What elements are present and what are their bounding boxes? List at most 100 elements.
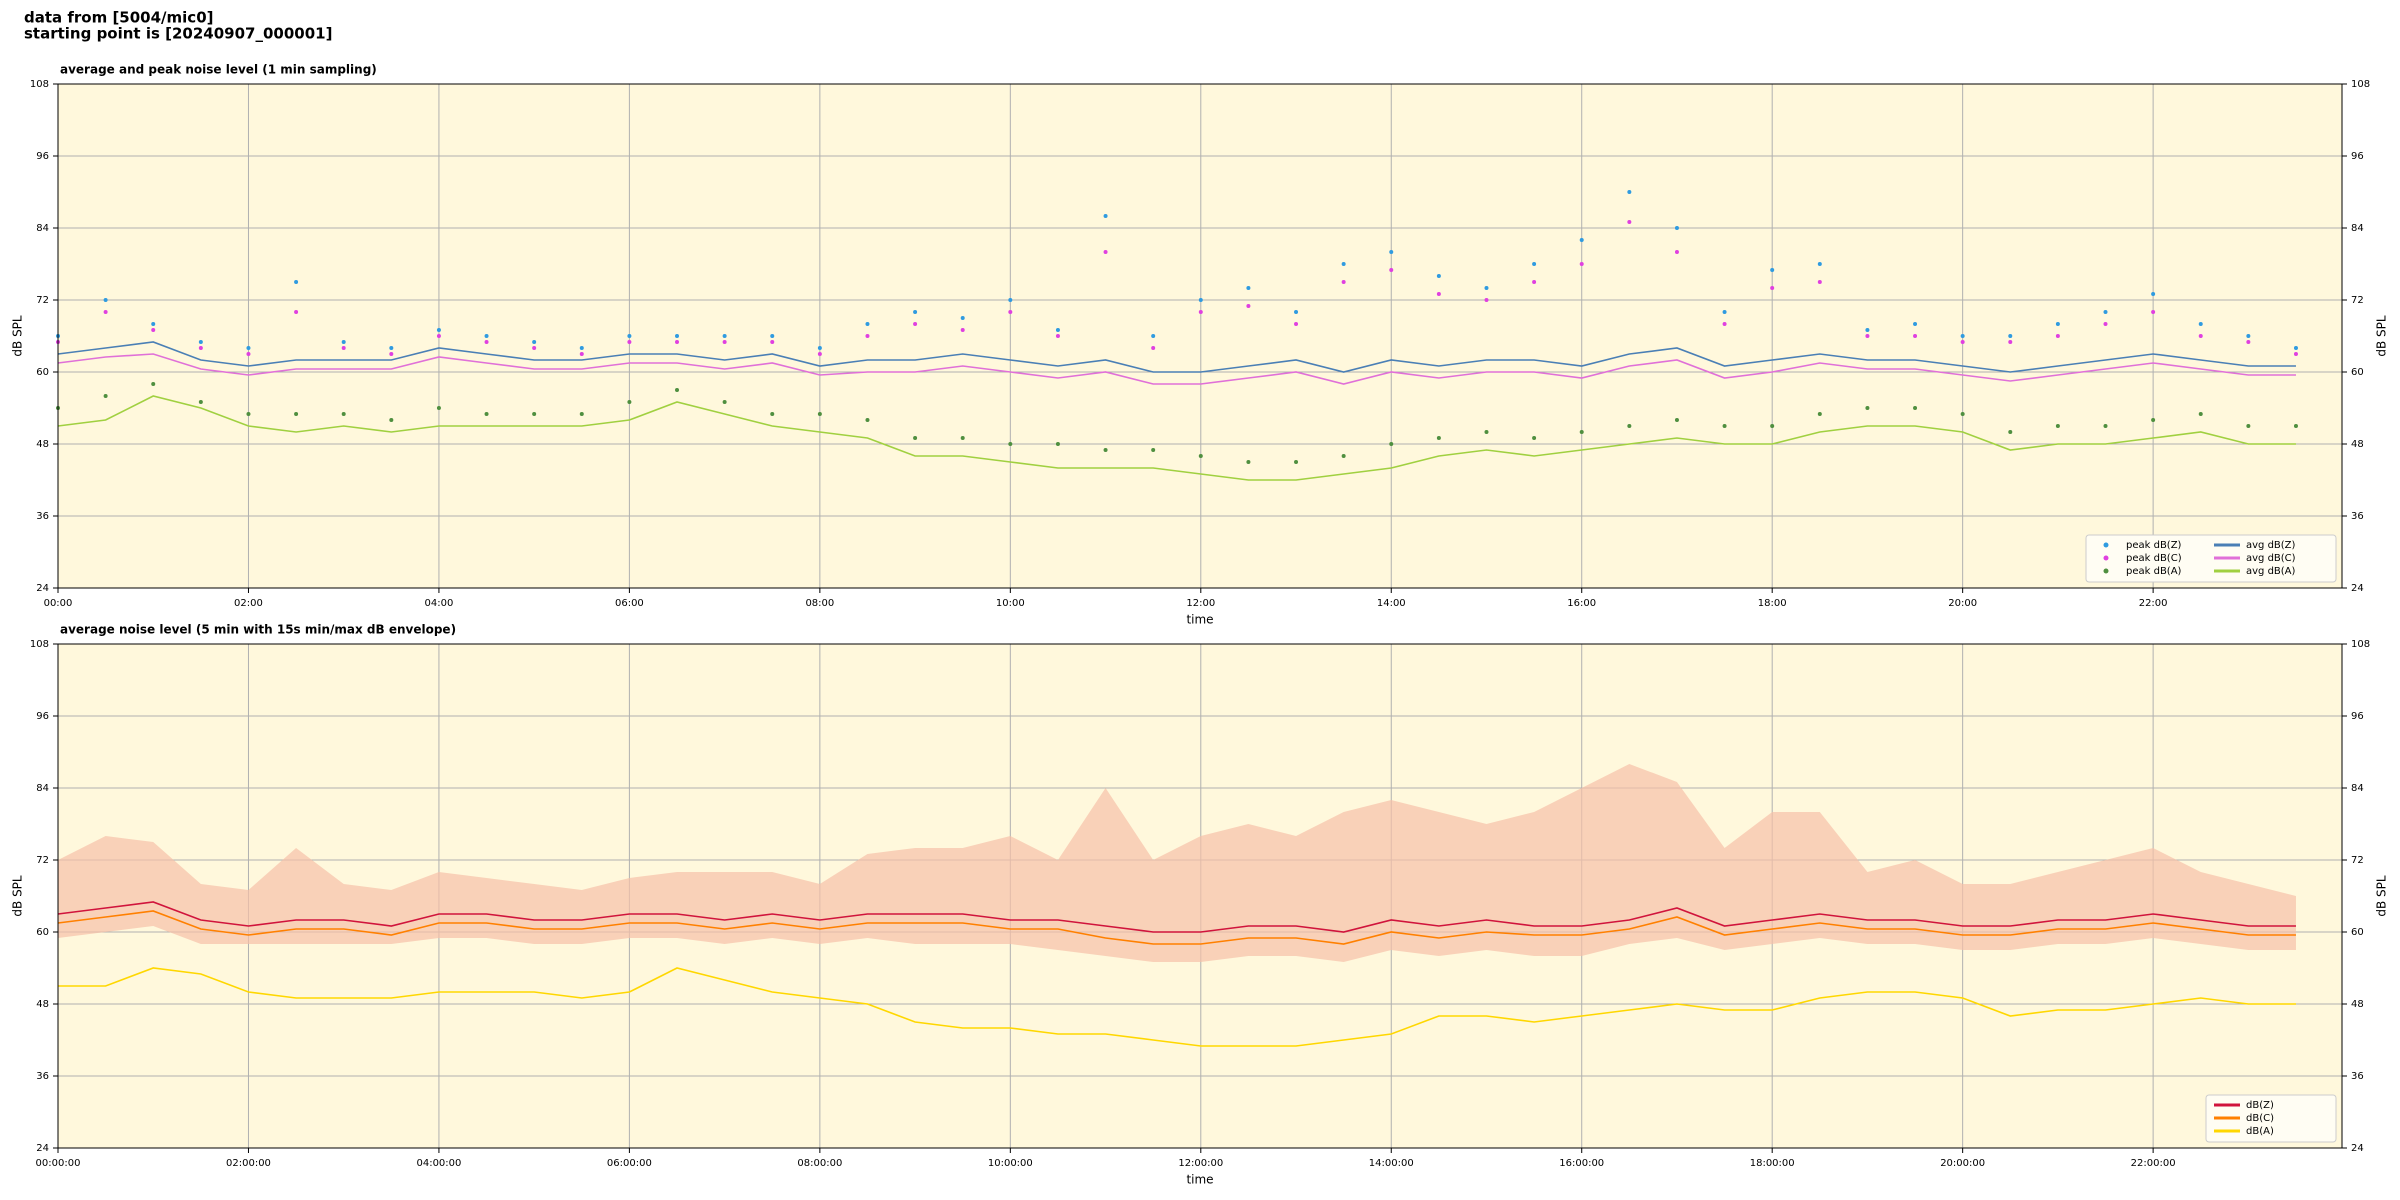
peak-dot	[2055, 424, 2060, 428]
peak-dot	[294, 412, 299, 416]
y-tick-label: 36	[36, 511, 49, 522]
peak-dot	[722, 340, 727, 344]
peak-dot	[389, 346, 394, 350]
x-tick-label: 18:00:00	[1750, 1158, 1795, 1169]
peak-dot	[1008, 310, 1013, 314]
x-tick-label: 08:00:00	[797, 1158, 842, 1169]
peak-dot	[436, 406, 441, 410]
peak-dot	[2293, 346, 2298, 350]
peak-dot	[1484, 286, 1489, 290]
peak-dot	[1674, 250, 1679, 254]
peak-dot	[1627, 424, 1632, 428]
peak-dot	[865, 418, 870, 422]
peak-dot	[2008, 340, 2013, 344]
peak-dot	[1198, 454, 1203, 458]
peak-dot	[198, 340, 203, 344]
y-tick-label: 84	[36, 223, 49, 234]
peak-dot	[579, 412, 584, 416]
y-tick-label: 60	[36, 927, 49, 938]
peak-dot	[1817, 262, 1822, 266]
peak-dot	[2103, 322, 2108, 326]
peak-dot	[1294, 322, 1299, 326]
peak-dot	[722, 400, 727, 404]
plot-frame	[57, 643, 2343, 1149]
y-tick-label: 24	[2351, 583, 2364, 594]
peak-dot	[913, 310, 918, 314]
legend-swatch	[2103, 555, 2109, 561]
peak-dot	[817, 412, 822, 416]
peak-dot	[1770, 424, 1775, 428]
y-tick-label: 48	[36, 999, 49, 1010]
peak-dot	[2103, 424, 2108, 428]
legend-label: peak dB(C)	[2126, 553, 2182, 564]
peak-dot	[1436, 436, 1441, 440]
x-tick-label: 04:00:00	[416, 1158, 461, 1169]
x-tick-label: 16:00	[1567, 598, 1596, 609]
peak-dot	[1008, 442, 1013, 446]
peak-dot	[341, 412, 346, 416]
legend-label: avg dB(A)	[2246, 566, 2296, 577]
peak-dot	[2293, 424, 2298, 428]
peak-dot	[151, 328, 156, 332]
x-tick-label: 18:00	[1758, 598, 1787, 609]
peak-dot	[198, 346, 203, 350]
peak-dot	[1913, 406, 1918, 410]
peak-dot	[2246, 340, 2251, 344]
peak-dot	[1151, 334, 1156, 338]
peak-dot	[1151, 346, 1156, 350]
peak-dot	[1055, 442, 1060, 446]
peak-dot	[1770, 268, 1775, 272]
peak-dot	[770, 334, 775, 338]
x-tick-label: 12:00	[1186, 598, 1215, 609]
peak-dot	[103, 310, 108, 314]
peak-dot	[1341, 454, 1346, 458]
peak-dot	[2151, 292, 2156, 296]
peak-dot	[1865, 406, 1870, 410]
legend-label: avg dB(C)	[2246, 553, 2296, 564]
peak-dot	[2055, 334, 2060, 338]
peak-dot	[675, 340, 680, 344]
y-tick-label: 72	[2351, 295, 2364, 306]
peak-dot	[1246, 460, 1251, 464]
peak-dot	[1579, 238, 1584, 242]
y-tick-label: 48	[2351, 999, 2364, 1010]
y-tick-label: 96	[2351, 711, 2364, 722]
series-line	[57, 395, 2296, 481]
x-tick-label: 14:00:00	[1369, 1158, 1414, 1169]
peak-dot	[1198, 298, 1203, 302]
peak-dot	[1294, 310, 1299, 314]
series-line	[58, 967, 2296, 1047]
peak-dot	[1389, 442, 1394, 446]
peak-dot	[1389, 268, 1394, 272]
peak-dot	[1008, 298, 1013, 302]
peak-dot	[579, 346, 584, 350]
peak-dot	[2198, 412, 2203, 416]
peak-dot	[103, 298, 108, 302]
y-axis-label: dB SPL	[11, 315, 25, 357]
peak-dot	[1484, 298, 1489, 302]
x-tick-label: 10:00	[996, 598, 1025, 609]
peak-dot	[1103, 448, 1108, 452]
peak-dot	[294, 310, 299, 314]
y-axis-label: dB SPL	[11, 875, 25, 917]
peak-dot	[2151, 310, 2156, 314]
x-tick-label: 00:00:00	[36, 1158, 81, 1169]
peak-dot	[1103, 214, 1108, 218]
peak-dot	[246, 412, 251, 416]
series-line	[57, 341, 2296, 373]
peak-dot	[1389, 250, 1394, 254]
peak-dot	[960, 328, 965, 332]
y-tick-label: 108	[2351, 79, 2370, 90]
peak-dot	[1151, 448, 1156, 452]
peak-dot	[960, 316, 965, 320]
peak-dot	[246, 346, 251, 350]
peak-dot	[532, 412, 537, 416]
y-tick-label: 24	[36, 1143, 49, 1154]
y-tick-label: 84	[2351, 223, 2364, 234]
x-axis-label: time	[1186, 613, 1213, 627]
envelope	[58, 764, 2296, 962]
peak-dot	[770, 340, 775, 344]
legend	[2085, 534, 2337, 583]
peak-dot	[1532, 436, 1537, 440]
